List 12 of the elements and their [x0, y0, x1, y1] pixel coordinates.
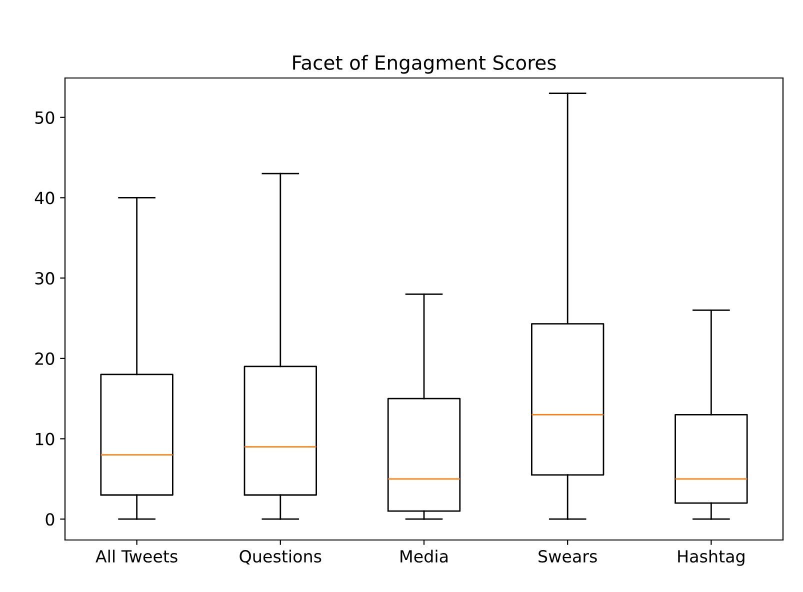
x-tick-label: Swears: [538, 550, 597, 563]
y-tick-label: 10: [36, 432, 54, 446]
x-tick-label: All Tweets: [96, 550, 178, 563]
y-tick-label: 0: [46, 513, 54, 526]
x-tick-label: Questions: [240, 550, 322, 565]
x-tick-label: Media: [400, 550, 448, 563]
y-tick-label: 20: [35, 352, 54, 365]
chart-title: Facet of Engagment Scores: [293, 54, 556, 74]
y-tick-label: 50: [35, 111, 54, 124]
y-tick-label: 40: [34, 192, 54, 204]
x-tick-label: Hashtag: [678, 550, 744, 566]
y-tick-label: 30: [35, 272, 54, 285]
